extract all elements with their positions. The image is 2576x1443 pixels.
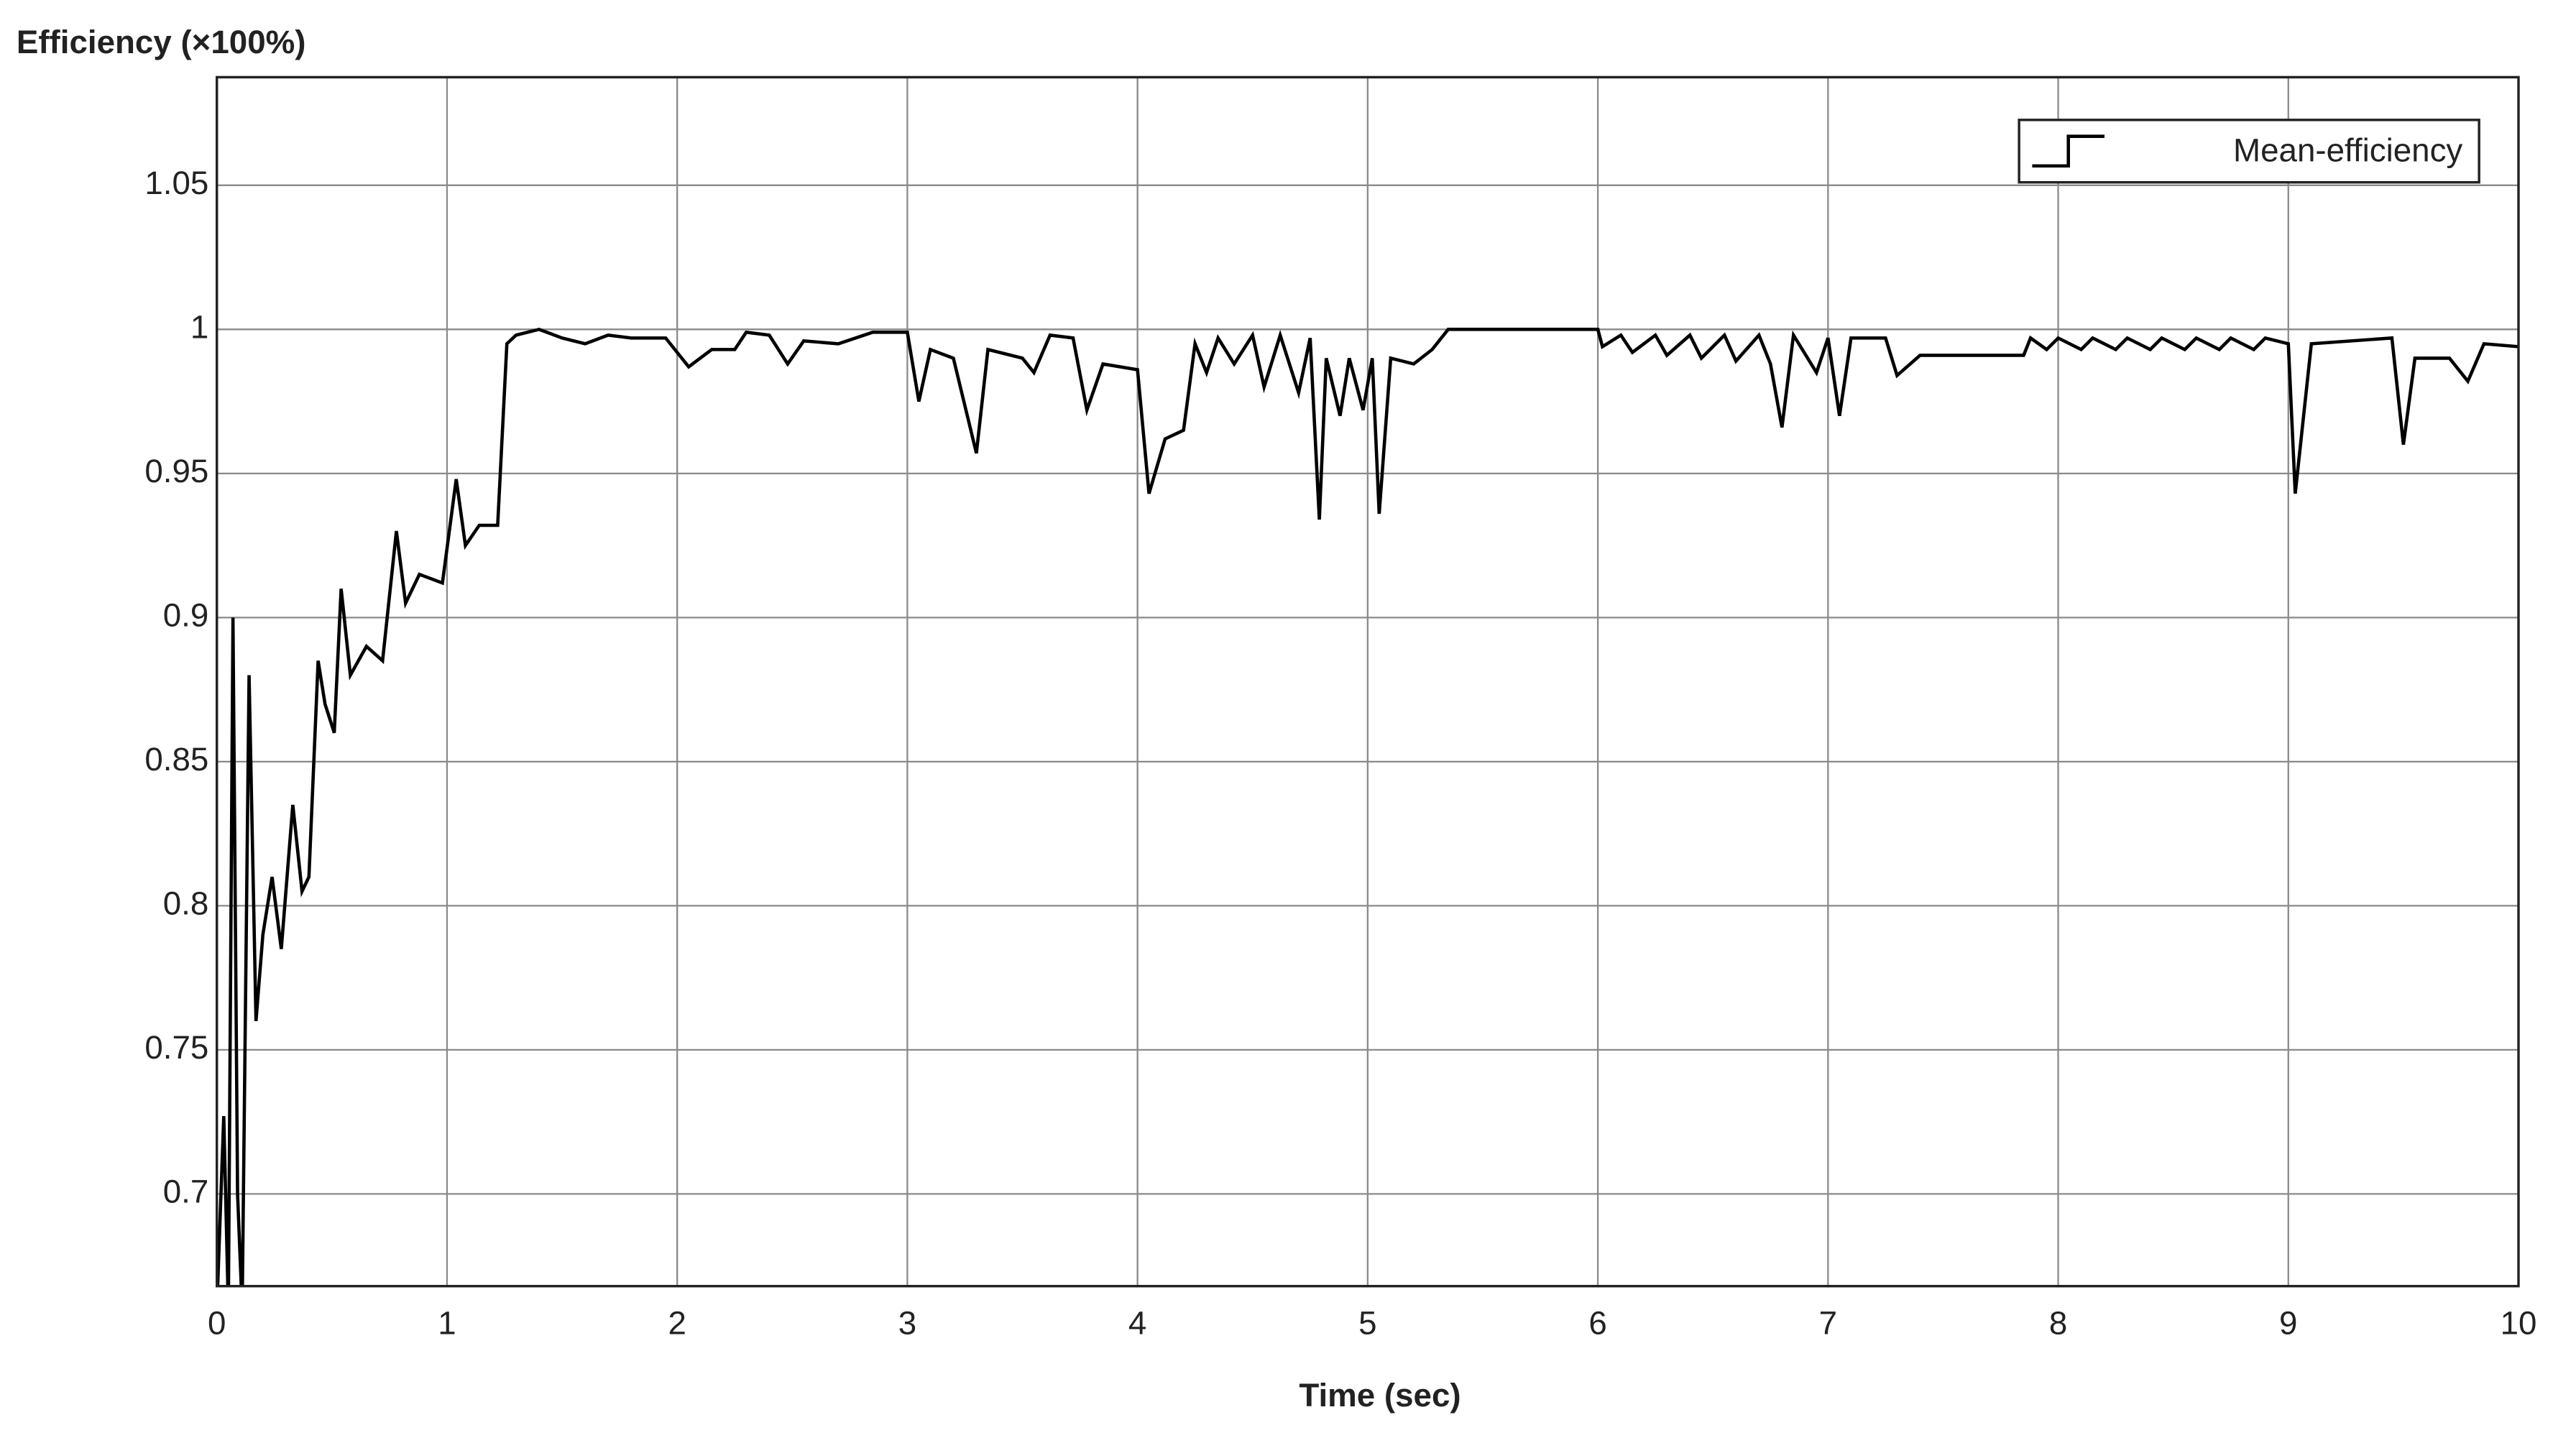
x-tick-label: 5 (1358, 1305, 1376, 1342)
legend-label: Mean-efficiency (2233, 132, 2462, 169)
x-tick-label: 9 (2279, 1305, 2297, 1342)
y-tick-label: 0.7 (163, 1173, 209, 1209)
x-tick-label: 6 (1588, 1305, 1606, 1342)
grid (216, 77, 2520, 1286)
x-tick-label: 8 (2049, 1305, 2067, 1342)
y-tick-label: 0.9 (163, 596, 209, 633)
x-tick-label: 2 (668, 1305, 686, 1342)
legend-box (2018, 119, 2480, 184)
x-tick-label: 3 (898, 1305, 916, 1342)
axes-frame (215, 75, 2520, 1288)
chart-title: Efficiency (×100%) (17, 24, 306, 60)
x-tick-label: 0 (208, 1305, 226, 1342)
x-axis-label: Time (sec) (1299, 1377, 1460, 1414)
y-tick-label: 0.85 (144, 741, 208, 778)
plot-area (216, 327, 2518, 1286)
y-tick-label: 0.75 (144, 1029, 208, 1066)
y-tick-label: 0.95 (144, 453, 208, 489)
y-tick-label: 1.05 (144, 165, 208, 201)
data-line (216, 327, 2518, 1286)
y-tick-label: 0.8 (163, 885, 209, 921)
legend: Mean-efficiency (2018, 119, 2480, 184)
y-tick-label: 1 (190, 308, 208, 345)
x-tick-label: 10 (2501, 1305, 2537, 1342)
legend-swatch (2032, 134, 2104, 168)
x-tick-label: 4 (1128, 1305, 1146, 1342)
x-tick-label: 7 (1819, 1305, 1837, 1342)
x-tick-label: 1 (438, 1305, 456, 1342)
